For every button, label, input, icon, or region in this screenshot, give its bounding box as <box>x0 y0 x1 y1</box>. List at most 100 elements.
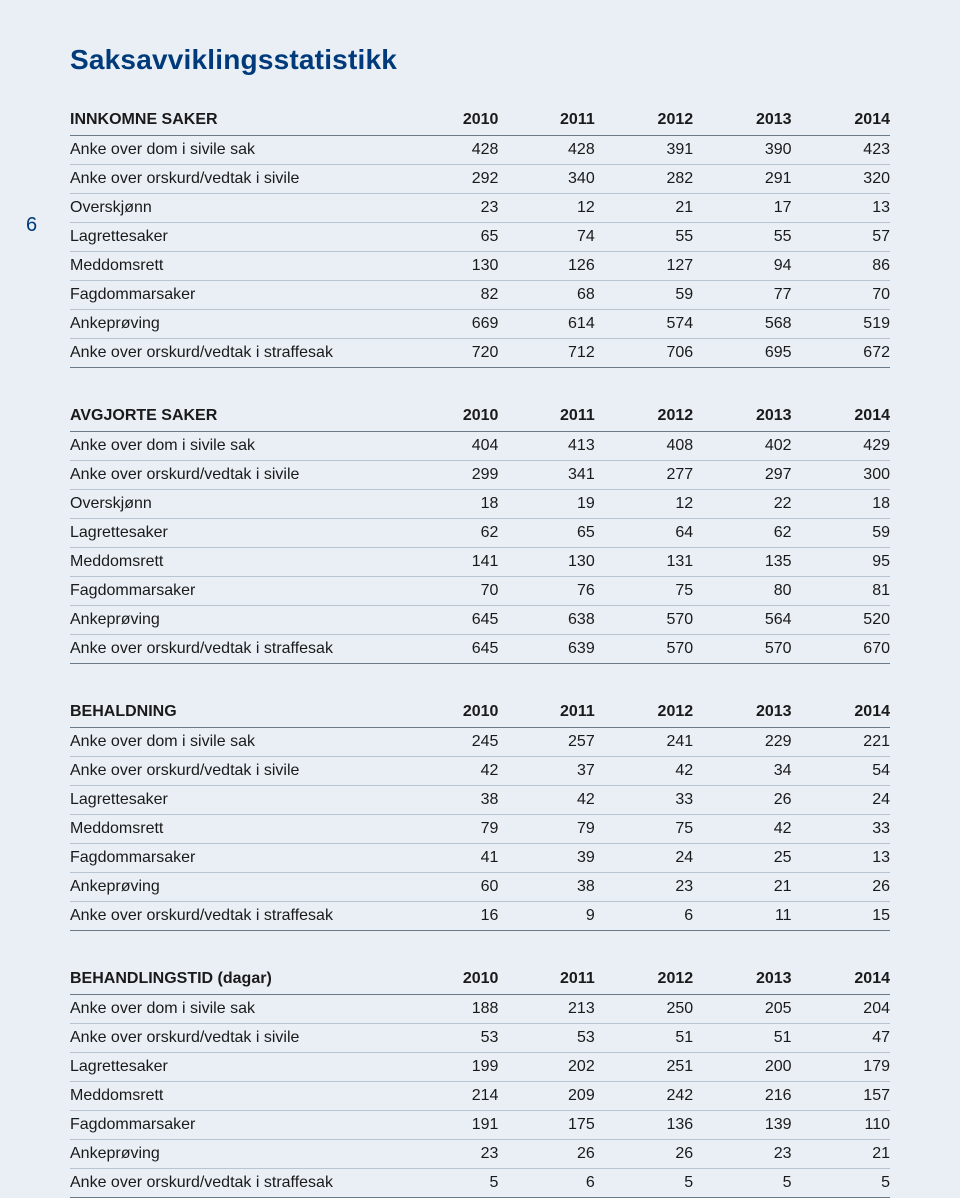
cell-value: 6 <box>595 902 693 931</box>
cell-value: 282 <box>595 165 693 194</box>
table-header-year: 2010 <box>400 402 498 432</box>
cell-value: 23 <box>693 1140 791 1169</box>
cell-value: 54 <box>792 757 890 786</box>
cell-value: 38 <box>400 786 498 815</box>
cell-value: 42 <box>693 815 791 844</box>
table-row: Meddomsrett1301261279486 <box>70 252 890 281</box>
cell-value: 24 <box>595 844 693 873</box>
cell-value: 175 <box>498 1111 594 1140</box>
cell-value: 5 <box>400 1169 498 1198</box>
table-row: Fagdommarsaker4139242513 <box>70 844 890 873</box>
cell-value: 645 <box>400 606 498 635</box>
table-row: Ankeprøving2326262321 <box>70 1140 890 1169</box>
cell-value: 669 <box>400 310 498 339</box>
table-row: Anke over orskurd/vedtak i sivile5353515… <box>70 1024 890 1053</box>
row-label: Ankeprøving <box>70 310 400 339</box>
cell-value: 23 <box>400 194 498 223</box>
cell-value: 614 <box>498 310 594 339</box>
cell-value: 670 <box>792 635 890 664</box>
cell-value: 205 <box>693 995 791 1024</box>
row-label: Anke over orskurd/vedtak i straffesak <box>70 635 400 664</box>
row-label: Anke over dom i sivile sak <box>70 995 400 1024</box>
cell-value: 340 <box>498 165 594 194</box>
cell-value: 695 <box>693 339 791 368</box>
table-header-year: 2011 <box>498 965 594 995</box>
cell-value: 408 <box>595 432 693 461</box>
cell-value: 18 <box>400 490 498 519</box>
cell-value: 95 <box>792 548 890 577</box>
table-row: Ankeprøving669614574568519 <box>70 310 890 339</box>
cell-value: 21 <box>792 1140 890 1169</box>
table-row: Meddomsrett7979754233 <box>70 815 890 844</box>
row-label: Overskjønn <box>70 490 400 519</box>
table-header-year: 2010 <box>400 965 498 995</box>
cell-value: 390 <box>693 136 791 165</box>
cell-value: 60 <box>400 873 498 902</box>
cell-value: 229 <box>693 728 791 757</box>
cell-value: 110 <box>792 1111 890 1140</box>
cell-value: 39 <box>498 844 594 873</box>
cell-value: 77 <box>693 281 791 310</box>
cell-value: 136 <box>595 1111 693 1140</box>
cell-value: 257 <box>498 728 594 757</box>
cell-value: 127 <box>595 252 693 281</box>
row-label: Lagrettesaker <box>70 786 400 815</box>
cell-value: 423 <box>792 136 890 165</box>
cell-value: 5 <box>595 1169 693 1198</box>
cell-value: 70 <box>792 281 890 310</box>
cell-value: 26 <box>693 786 791 815</box>
cell-value: 42 <box>595 757 693 786</box>
row-label: Lagrettesaker <box>70 519 400 548</box>
row-label: Lagrettesaker <box>70 1053 400 1082</box>
cell-value: 638 <box>498 606 594 635</box>
row-label: Anke over orskurd/vedtak i sivile <box>70 165 400 194</box>
table-header-year: 2012 <box>595 698 693 728</box>
cell-value: 62 <box>400 519 498 548</box>
row-label: Anke over dom i sivile sak <box>70 728 400 757</box>
cell-value: 250 <box>595 995 693 1024</box>
page-container: 6 Saksavviklingsstatistikk INNKOMNE SAKE… <box>0 0 960 1191</box>
cell-value: 62 <box>693 519 791 548</box>
table-header-year: 2010 <box>400 106 498 136</box>
cell-value: 13 <box>792 844 890 873</box>
cell-value: 130 <box>400 252 498 281</box>
cell-value: 277 <box>595 461 693 490</box>
cell-value: 568 <box>693 310 791 339</box>
row-label: Fagdommarsaker <box>70 844 400 873</box>
cell-value: 639 <box>498 635 594 664</box>
cell-value: 59 <box>792 519 890 548</box>
cell-value: 213 <box>498 995 594 1024</box>
cell-value: 19 <box>498 490 594 519</box>
table-row: Anke over orskurd/vedtak i straffesak565… <box>70 1169 890 1198</box>
cell-value: 12 <box>498 194 594 223</box>
cell-value: 51 <box>595 1024 693 1053</box>
table-row: Lagrettesaker199202251200179 <box>70 1053 890 1082</box>
table-header-year: 2014 <box>792 965 890 995</box>
cell-value: 82 <box>400 281 498 310</box>
cell-value: 26 <box>498 1140 594 1169</box>
data-table: AVGJORTE SAKER20102011201220132014Anke o… <box>70 402 890 664</box>
row-label: Fagdommarsaker <box>70 577 400 606</box>
cell-value: 391 <box>595 136 693 165</box>
cell-value: 209 <box>498 1082 594 1111</box>
cell-value: 25 <box>693 844 791 873</box>
table-row: Anke over orskurd/vedtak i straffesak720… <box>70 339 890 368</box>
row-label: Anke over dom i sivile sak <box>70 432 400 461</box>
cell-value: 21 <box>693 873 791 902</box>
table-header-year: 2012 <box>595 402 693 432</box>
table-header-year: 2014 <box>792 106 890 136</box>
cell-value: 564 <box>693 606 791 635</box>
cell-value: 21 <box>595 194 693 223</box>
row-label: Meddomsrett <box>70 815 400 844</box>
cell-value: 216 <box>693 1082 791 1111</box>
table-row: Overskjønn2312211713 <box>70 194 890 223</box>
cell-value: 570 <box>595 635 693 664</box>
data-table: BEHANDLINGSTID (dagar)201020112012201320… <box>70 965 890 1198</box>
cell-value: 214 <box>400 1082 498 1111</box>
cell-value: 672 <box>792 339 890 368</box>
cell-value: 135 <box>693 548 791 577</box>
cell-value: 26 <box>595 1140 693 1169</box>
cell-value: 9 <box>498 902 594 931</box>
cell-value: 68 <box>498 281 594 310</box>
cell-value: 428 <box>498 136 594 165</box>
